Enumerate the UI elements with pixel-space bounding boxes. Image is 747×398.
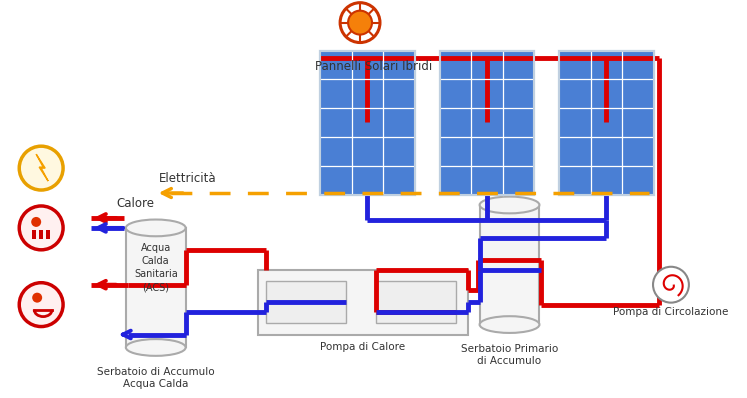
Text: Elettricità: Elettricità bbox=[159, 172, 217, 185]
Ellipse shape bbox=[480, 316, 539, 333]
Circle shape bbox=[348, 11, 372, 35]
Circle shape bbox=[653, 267, 689, 302]
Text: Acqua
Calda
Sanitaria
(ACS): Acqua Calda Sanitaria (ACS) bbox=[134, 243, 178, 293]
Ellipse shape bbox=[125, 339, 186, 356]
Ellipse shape bbox=[125, 220, 186, 236]
Circle shape bbox=[19, 206, 63, 250]
Circle shape bbox=[19, 146, 63, 190]
Bar bbox=[320, 51, 415, 195]
Bar bbox=[46, 230, 50, 239]
Text: Pompa di Calore: Pompa di Calore bbox=[320, 343, 406, 353]
Text: Serbatoio Primario
di Accumulo: Serbatoio Primario di Accumulo bbox=[461, 345, 558, 366]
Bar bbox=[560, 51, 654, 195]
Text: Serbatoio di Accumulo
Acqua Calda: Serbatoio di Accumulo Acqua Calda bbox=[97, 367, 214, 389]
Bar bbox=[376, 281, 456, 323]
Bar bbox=[32, 230, 36, 239]
Polygon shape bbox=[36, 154, 48, 181]
Bar bbox=[440, 51, 534, 195]
Ellipse shape bbox=[480, 197, 539, 213]
Circle shape bbox=[32, 293, 42, 302]
Bar bbox=[320, 51, 415, 195]
Text: Pannelli Solari Ibridi: Pannelli Solari Ibridi bbox=[315, 60, 433, 74]
Bar bbox=[267, 281, 346, 323]
Text: Calore: Calore bbox=[116, 197, 154, 210]
Bar bbox=[258, 270, 468, 335]
Bar bbox=[560, 51, 654, 195]
Text: Pompa di Circolazione: Pompa di Circolazione bbox=[613, 306, 728, 317]
Circle shape bbox=[19, 283, 63, 326]
Bar bbox=[39, 230, 43, 239]
Bar bbox=[480, 205, 539, 324]
Bar bbox=[125, 228, 186, 347]
Bar bbox=[440, 51, 534, 195]
Circle shape bbox=[31, 217, 41, 227]
